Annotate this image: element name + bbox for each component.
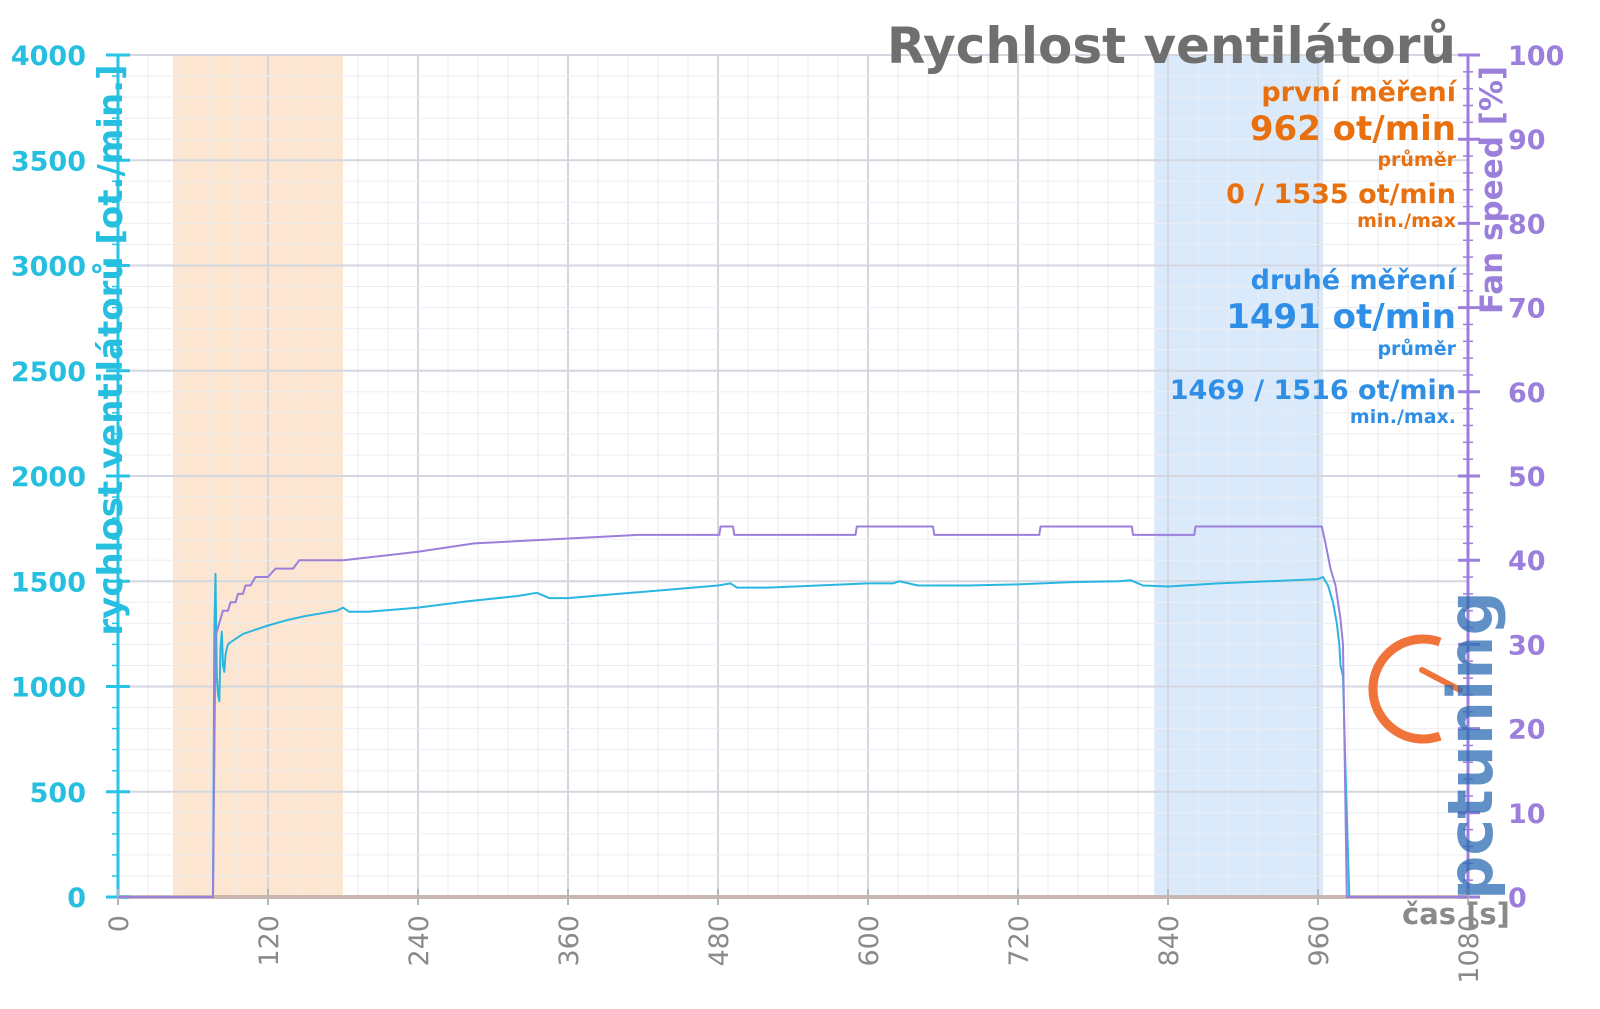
stats-first-minmax: 0 / 1535 ot/min	[1226, 179, 1456, 210]
x-axis-title: čas [s]	[1402, 897, 1510, 931]
y-tick-label-right: 0	[1508, 883, 1527, 914]
logo-wordmark: pctuning	[1434, 591, 1507, 900]
y-tick-label-right: 60	[1508, 378, 1546, 409]
x-tick-label: 1080	[1454, 915, 1485, 984]
stopwatch-icon	[1368, 634, 1442, 744]
y-tick-label-right: 40	[1508, 546, 1546, 577]
y-tick-label-right: 20	[1508, 715, 1546, 746]
y-axis-title-right: Fan speed [%]	[1474, 66, 1510, 314]
x-tick-label: 120	[254, 915, 285, 967]
axes	[106, 53, 1480, 905]
y-tick-label-left: 4000	[11, 41, 86, 72]
x-tick-label: 600	[854, 915, 885, 967]
stats-first-avg-label: průměr	[1377, 148, 1456, 171]
stats-first-label: první měření	[1261, 77, 1457, 108]
y-tick-label-left: 3500	[11, 146, 86, 177]
y-tick-label-left: 500	[30, 778, 86, 809]
x-tick-label: 960	[1304, 915, 1335, 967]
y-tick-label-left: 1500	[11, 567, 86, 598]
y-tick-label-right: 10	[1508, 799, 1546, 830]
y-tick-label-left: 3000	[11, 252, 86, 283]
x-tick-label: 240	[404, 915, 435, 967]
series-line-0	[118, 572, 1468, 898]
stopwatch-hand	[1419, 667, 1463, 693]
y-axis-title-left: rychlost ventilátorů [ot./min.]	[91, 64, 131, 635]
chart-title: Rychlost ventilátorů	[887, 17, 1456, 75]
y-tick-label-right: 100	[1508, 41, 1564, 72]
y-tick-label-left: 2000	[11, 462, 86, 493]
stats-second-minmax-label: min./max.	[1350, 406, 1456, 428]
x-tick-label: 480	[704, 915, 735, 967]
y-tick-label-right: 50	[1508, 462, 1546, 493]
stats-first: první měření 962 ot/min průměr 0 / 1535 …	[1226, 77, 1458, 232]
y-tick-label-right: 30	[1508, 630, 1546, 661]
x-tick-label: 840	[1154, 915, 1185, 967]
grid-lines	[117, 54, 1469, 898]
y-tick-label-left: 2500	[11, 357, 86, 388]
x-tick-label: 720	[1004, 915, 1035, 967]
stats-first-minmax-label: min./max	[1357, 210, 1456, 232]
y-tick-label-left: 1000	[11, 673, 86, 704]
series-line-1	[118, 525, 1468, 898]
stats-second-minmax: 1469 / 1516 ot/min	[1170, 375, 1456, 406]
data-series	[118, 525, 1468, 898]
stats-first-avg: 962 ot/min	[1250, 109, 1456, 149]
stats-second-label: druhé měření	[1251, 265, 1458, 296]
x-tick-label: 0	[104, 915, 135, 932]
pctuning-logo: pctuning	[1368, 591, 1507, 900]
x-tick-label: 360	[554, 915, 585, 967]
y-tick-label-left: 0	[67, 883, 86, 914]
tick-labels: 0500100015002000250030003500400001020304…	[11, 41, 1565, 984]
y-tick-label-right: 80	[1508, 209, 1546, 240]
stats-second-avg: 1491 ot/min	[1226, 297, 1456, 337]
y-tick-label-right: 70	[1508, 294, 1546, 325]
y-tick-label-right: 90	[1508, 125, 1546, 156]
stats-second-avg-label: průměr	[1377, 337, 1456, 360]
stats-second: druhé měření 1491 ot/min průměr 1469 / 1…	[1170, 265, 1458, 428]
